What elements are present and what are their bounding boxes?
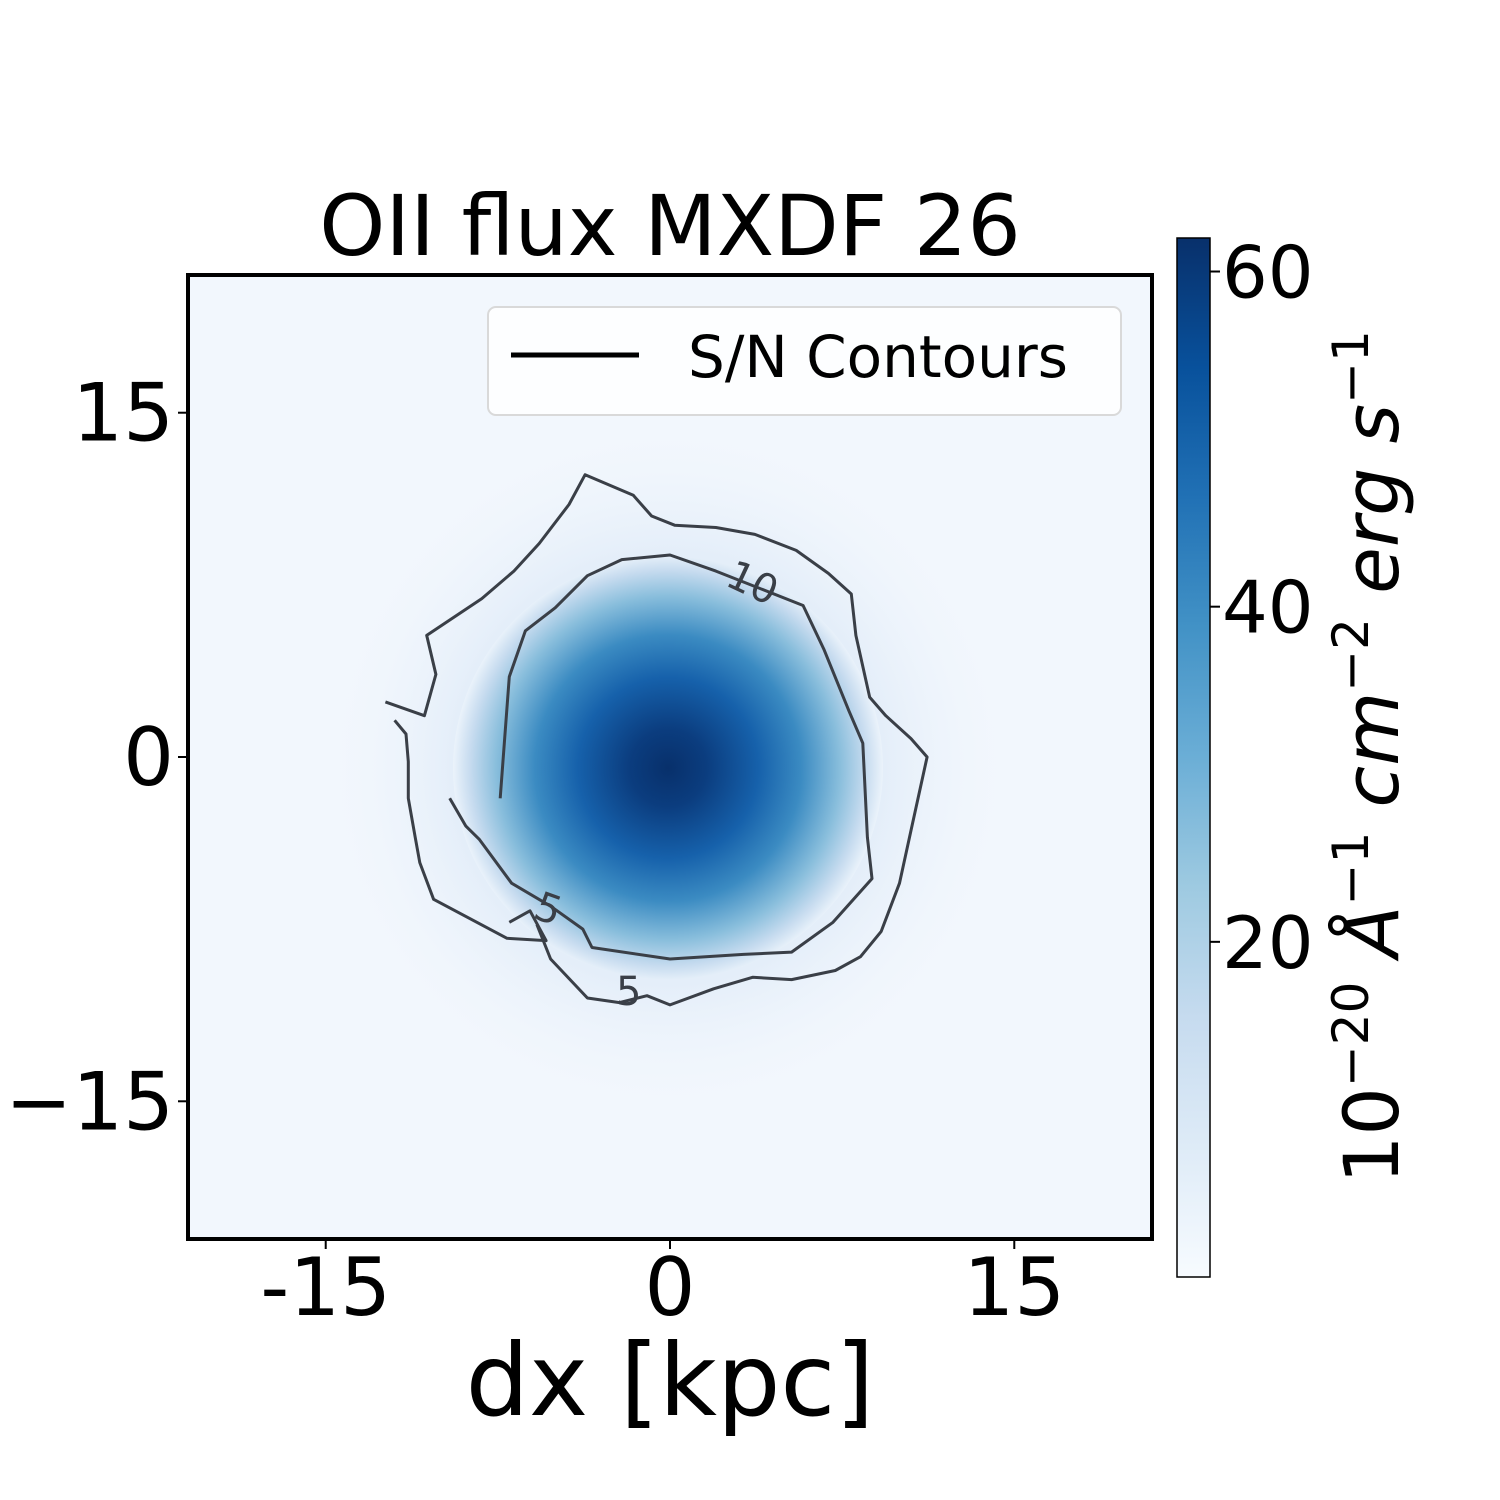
colorbar-ticks: 20 40 60 — [1210, 231, 1314, 985]
y-ticks: 15 0 −15 — [5, 367, 188, 1148]
x-tick-label: 0 — [645, 1241, 696, 1334]
colorbar-gradient — [1176, 237, 1211, 1278]
legend-label: S/N Contours — [688, 323, 1068, 391]
contour-line-level-10 — [448, 553, 874, 961]
cb-label-unit-angstrom: Å — [1327, 905, 1416, 981]
y-tick-label: −15 — [5, 1055, 174, 1148]
colorbar-label: 10−20 Å−1 cm−2 erg s−1 — [1322, 330, 1416, 1184]
legend: S/N Contours — [487, 306, 1122, 416]
cb-label-unit-cm: cm — [1327, 692, 1416, 832]
heatmap-emission-blob — [453, 556, 883, 980]
contour-line-level-5 — [384, 473, 929, 1007]
x-axis-label: dx [kpc] — [466, 1322, 875, 1439]
x-tick-label: 15 — [963, 1241, 1065, 1334]
contour-label: 5 — [616, 969, 641, 1015]
colorbar-tick-label: 20 — [1222, 901, 1314, 985]
cb-label-exp2: −1 — [1322, 832, 1380, 906]
y-tick-label: 15 — [72, 367, 174, 460]
cb-label-base: 10 — [1327, 1087, 1416, 1184]
cb-label-unit-erg-s: erg s — [1327, 404, 1416, 618]
x-ticks: -15 0 15 — [260, 1239, 1065, 1334]
cb-label-exp3: −2 — [1322, 618, 1380, 692]
cb-label-exp1: −20 — [1322, 982, 1380, 1088]
cb-label-exp4: −1 — [1322, 330, 1380, 404]
colorbar-tick-label: 40 — [1222, 566, 1314, 650]
colorbar-tick-label: 60 — [1222, 231, 1314, 315]
y-tick-label: 0 — [123, 711, 174, 804]
x-tick-label: -15 — [260, 1241, 391, 1334]
legend-box — [487, 306, 1122, 416]
chart-title: OII flux MXDF 26 — [319, 177, 1021, 275]
